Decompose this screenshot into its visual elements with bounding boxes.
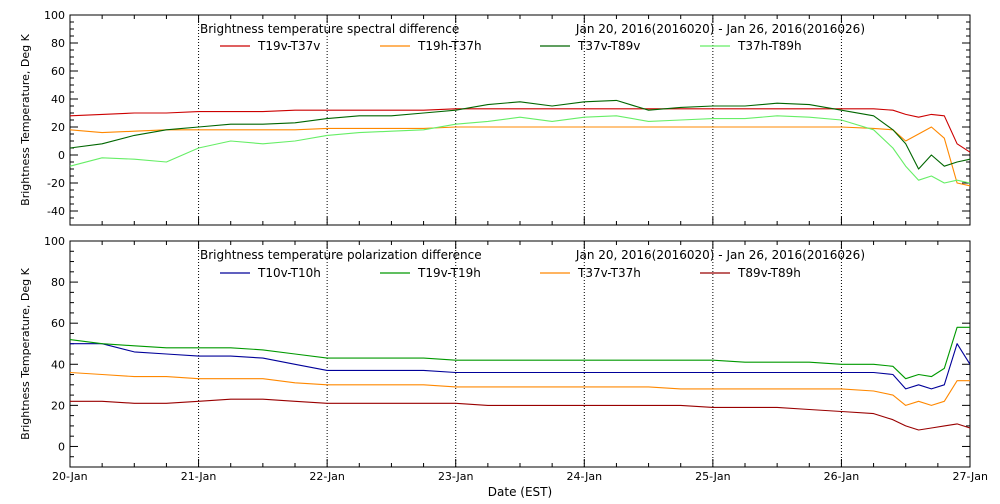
legend-label: T37v-T89v [577, 39, 640, 53]
plot-frame [69, 14, 971, 226]
y-axis-label: Brightness Temperature, Deg K [19, 267, 32, 439]
x-tick-label: 24-Jan [567, 470, 603, 483]
x-tick-label: 26-Jan [824, 470, 860, 483]
y-tick-label: 0 [58, 149, 65, 162]
y-tick-label: 40 [51, 93, 65, 106]
legend-label: T10v-T10h [257, 266, 321, 280]
x-tick-label: 20-Jan [52, 470, 88, 483]
x-tick-label: 21-Jan [181, 470, 217, 483]
y-tick-label: 0 [58, 440, 65, 453]
plot-frame [69, 240, 971, 468]
legend-label: T89v-T89h [737, 266, 801, 280]
x-tick-label: 27-Jan [952, 470, 988, 483]
legend-label: T19h-T37h [417, 39, 482, 53]
series-line [69, 326, 970, 380]
series-line [69, 126, 971, 187]
legend-label: T19v-T19h [417, 266, 481, 280]
y-tick-label: 20 [51, 121, 65, 134]
chart-title: Brightness temperature polarization diff… [200, 248, 482, 262]
y-tick-label: 60 [51, 65, 65, 78]
y-tick-label: 40 [51, 358, 65, 371]
x-tick-label: 22-Jan [309, 470, 345, 483]
y-tick-label: -40 [47, 205, 65, 218]
legend-label: T37v-T37h [577, 266, 641, 280]
legend-label: T37h-T89h [737, 39, 802, 53]
x-tick-label: 25-Jan [695, 470, 731, 483]
series-line [69, 371, 970, 406]
legend-label: T19v-T37v [257, 39, 320, 53]
series-line [69, 115, 971, 184]
y-axis-label: Brightness Temperature, Deg K [19, 33, 32, 205]
series-line [70, 398, 971, 431]
y-tick-label: 80 [51, 37, 65, 50]
y-tick-label: 80 [51, 276, 65, 289]
chart-panel-2: 0 20 40 60 80 100 Brightness Temperature, Deg … [19, 235, 971, 468]
chart-panel-1: -40 -20 0 20 40 60 80 100 Brightness Temperature… [19, 9, 971, 226]
series-line [70, 343, 971, 390]
chart-title: Brightness temperature spectral differen… [200, 22, 459, 36]
y-tick-label: 100 [44, 235, 65, 248]
series-line [69, 99, 971, 170]
series-line [69, 108, 971, 153]
x-axis-label: Date (EST) [488, 485, 552, 499]
chart-subtitle: Jan 20, 2016(2016020) - Jan 26, 2016(201… [575, 248, 865, 262]
y-tick-label: -20 [47, 177, 65, 190]
y-tick-label: 60 [51, 317, 65, 330]
y-tick-label: 100 [44, 9, 65, 22]
x-tick-label: 23-Jan [438, 470, 474, 483]
y-tick-label: 20 [51, 399, 65, 412]
chart-subtitle: Jan 20, 2016(2016020) - Jan 26, 2016(201… [575, 22, 865, 36]
